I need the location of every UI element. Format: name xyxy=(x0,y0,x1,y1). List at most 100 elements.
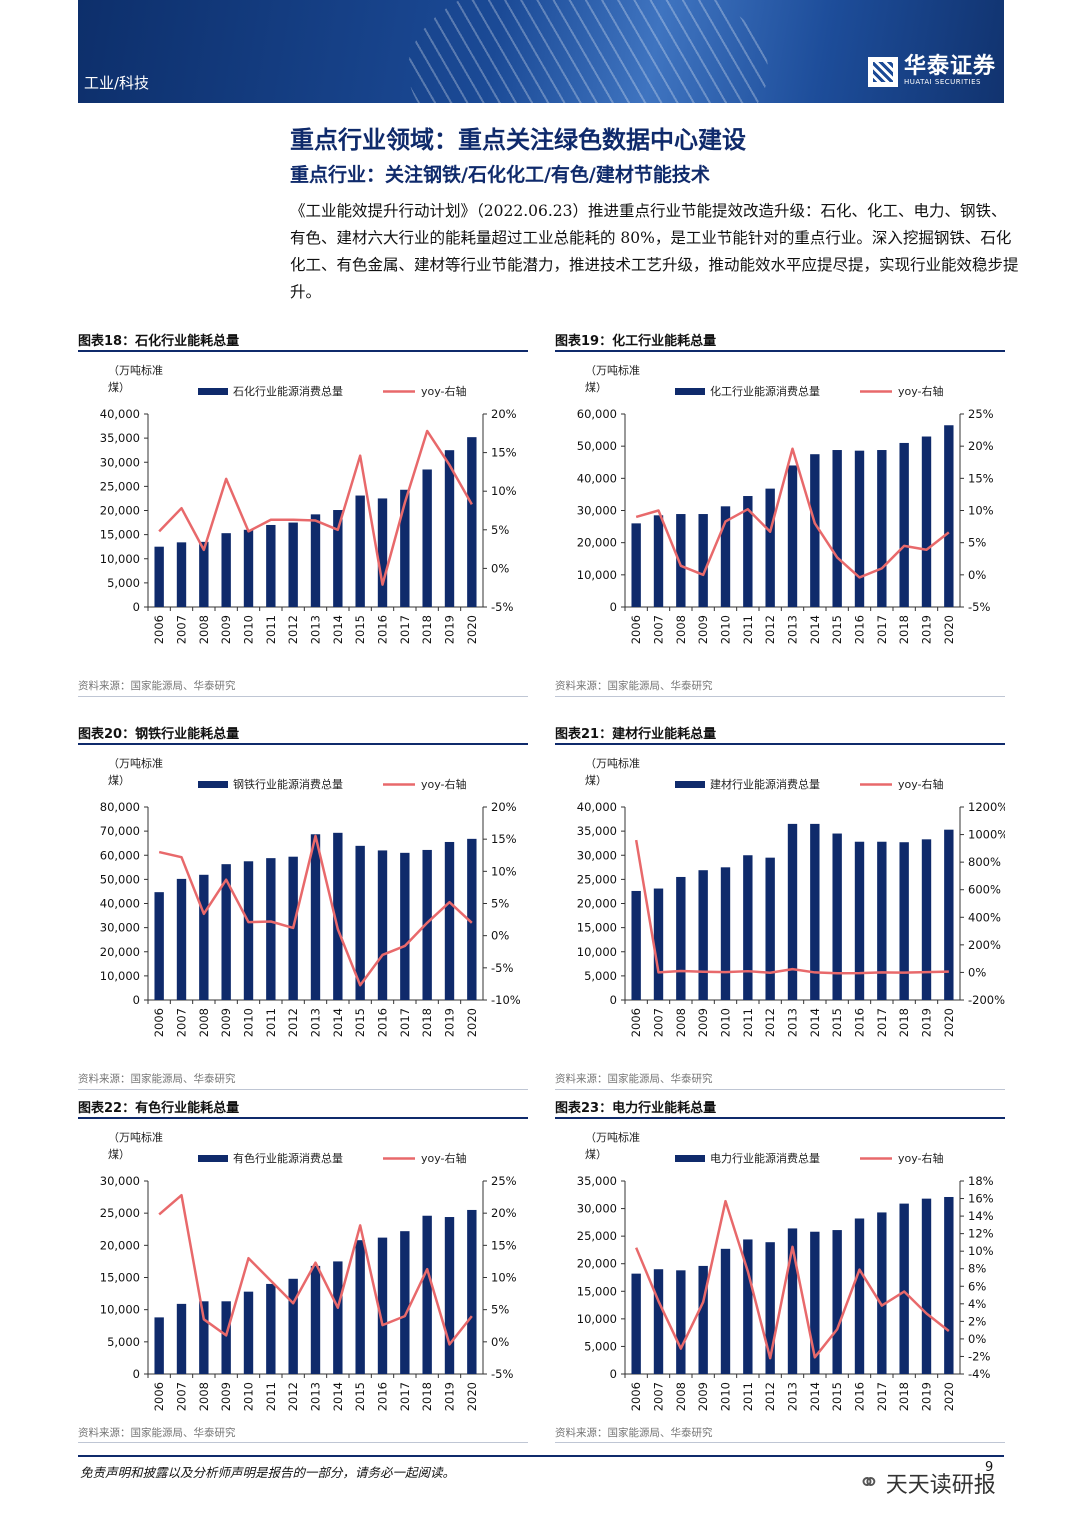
x-tick-label: 2015 xyxy=(353,615,367,644)
chart-title: 图表20：钢铁行业能耗总量 xyxy=(78,723,239,742)
y2-tick-label: 0% xyxy=(968,965,986,979)
x-tick-label: 2006 xyxy=(152,1008,166,1037)
x-tick-label: 2019 xyxy=(443,615,457,644)
bar xyxy=(921,436,932,607)
y2-tick-label: 15% xyxy=(491,832,517,846)
bar xyxy=(310,834,321,1000)
y-tick-label: 50,000 xyxy=(100,872,140,886)
bar xyxy=(899,442,909,607)
section-label: 工业/科技 xyxy=(84,74,150,92)
bar xyxy=(676,1270,686,1374)
y2-tick-label: 10% xyxy=(968,504,994,518)
y-tick-label: 35,000 xyxy=(577,1174,617,1188)
chart-source: 资料来源：国家能源局、华泰研究 xyxy=(555,1073,713,1085)
bar xyxy=(199,1301,209,1374)
x-tick-label: 2007 xyxy=(652,615,666,644)
bar xyxy=(176,878,187,1000)
y2-tick-label: 0% xyxy=(968,568,986,582)
x-tick-label: 2012 xyxy=(286,1008,300,1037)
chart-bottom-rule xyxy=(78,1089,528,1090)
bar xyxy=(467,437,477,607)
y-axis-unit-label: 煤） xyxy=(585,774,607,787)
bar xyxy=(444,450,455,607)
y2-tick-label: 20% xyxy=(491,407,517,421)
bar xyxy=(288,1278,298,1374)
x-tick-label: 2007 xyxy=(175,1382,189,1411)
chart-title-rule xyxy=(555,743,1005,745)
bar xyxy=(743,1239,753,1374)
y2-tick-label: 5% xyxy=(491,897,509,911)
legend-bar-label: 电力行业能源消费总量 xyxy=(710,1151,820,1165)
y-tick-label: 60,000 xyxy=(100,848,140,862)
bar xyxy=(765,857,775,1000)
x-tick-label: 2011 xyxy=(264,1008,278,1037)
x-tick-label: 2020 xyxy=(942,1382,956,1411)
x-tick-label: 2020 xyxy=(465,1008,479,1037)
bar xyxy=(743,855,753,1000)
y2-tick-label: 20% xyxy=(491,800,517,814)
y-tick-label: 20,000 xyxy=(577,536,617,550)
x-tick-label: 2010 xyxy=(719,1008,733,1037)
y-tick-label: 35,000 xyxy=(100,431,140,445)
legend-bar-label: 钢铁行业能源消费总量 xyxy=(233,777,343,791)
y-tick-label: 20,000 xyxy=(100,945,140,959)
y-tick-label: 5,000 xyxy=(107,576,140,590)
bar xyxy=(400,852,410,1000)
x-tick-label: 2012 xyxy=(763,1008,777,1037)
bar xyxy=(288,522,298,607)
bar xyxy=(653,515,664,607)
figure-label: 图表18： xyxy=(78,334,136,349)
x-tick-label: 2011 xyxy=(741,615,755,644)
chart-title: 图表22：有色行业能耗总量 xyxy=(78,1097,239,1116)
x-tick-label: 2008 xyxy=(674,615,688,644)
x-tick-label: 2014 xyxy=(808,1008,822,1037)
x-tick-label: 2012 xyxy=(286,1382,300,1411)
y2-tick-label: 10% xyxy=(491,864,517,878)
x-tick-label: 2019 xyxy=(920,615,934,644)
chart-title: 图表21：建材行业能耗总量 xyxy=(555,723,716,742)
figure-label: 图表22： xyxy=(78,1101,136,1116)
bar xyxy=(787,823,798,1000)
bar xyxy=(310,514,321,607)
bar xyxy=(854,841,865,1000)
x-tick-label: 2019 xyxy=(920,1382,934,1411)
figure-title: 建材行业能耗总量 xyxy=(612,727,717,742)
x-tick-label: 2013 xyxy=(786,1382,800,1411)
y-tick-label: 10,000 xyxy=(577,1312,617,1326)
bar xyxy=(944,425,954,607)
bar xyxy=(221,1301,231,1374)
legend-line-label: yoy-右轴 xyxy=(898,1151,944,1165)
x-tick-label: 2011 xyxy=(264,1382,278,1411)
y-tick-label: 25,000 xyxy=(100,1206,140,1220)
x-tick-label: 2008 xyxy=(197,1382,211,1411)
brand-logo: 华泰证券 HUATAI SECURITIES xyxy=(867,56,996,87)
y2-tick-label: 400% xyxy=(968,910,1001,924)
y-tick-label: 10,000 xyxy=(577,945,617,959)
bar xyxy=(355,1240,365,1374)
bar xyxy=(333,832,343,1000)
y2-tick-label: 0% xyxy=(491,561,509,575)
bar xyxy=(266,524,276,607)
chart-title-rule xyxy=(555,1117,1005,1119)
x-tick-label: 2018 xyxy=(897,1382,911,1411)
y-tick-label: 80,000 xyxy=(100,800,140,814)
y-tick-label: 40,000 xyxy=(577,800,617,814)
bar xyxy=(176,542,187,607)
x-tick-label: 2020 xyxy=(942,1008,956,1037)
x-tick-label: 2016 xyxy=(376,1008,390,1037)
y-tick-label: 30,000 xyxy=(100,1174,140,1188)
x-tick-label: 2012 xyxy=(763,615,777,644)
chart-bottom-rule xyxy=(555,1442,1005,1443)
legend-bar-label: 化工行业能源消费总量 xyxy=(710,384,820,398)
legend-bar-label: 建材行业能源消费总量 xyxy=(710,777,820,791)
x-tick-label: 2018 xyxy=(897,1008,911,1037)
x-tick-label: 2009 xyxy=(219,615,233,644)
legend-line-label: yoy-右轴 xyxy=(421,1151,467,1165)
bar xyxy=(199,541,209,607)
x-tick-label: 2008 xyxy=(674,1008,688,1037)
y2-tick-label: -200% xyxy=(968,993,1005,1007)
x-tick-label: 2007 xyxy=(175,1008,189,1037)
bar xyxy=(266,1283,276,1374)
